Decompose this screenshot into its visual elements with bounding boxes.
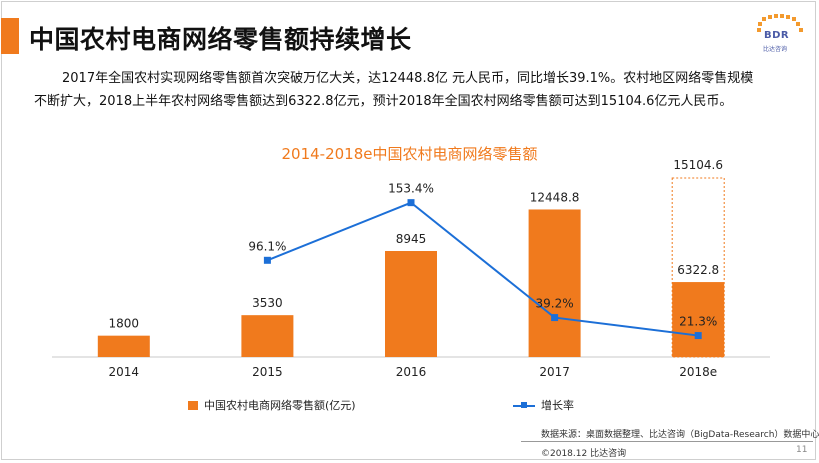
legend-item-bars: 中国农村电商网络零售额(亿元) — [188, 397, 356, 413]
page-number: 11 — [796, 445, 808, 455]
growth-point — [407, 199, 415, 207]
bar — [241, 315, 294, 357]
bar-value-label: 12448.8 — [530, 190, 580, 204]
x-tick-label: 2018e — [679, 365, 717, 379]
growth-line — [267, 201, 699, 337]
growth-point — [694, 332, 702, 340]
bar — [672, 282, 725, 357]
x-tick-label: 2014 — [109, 365, 140, 379]
paragraph-line-2: 不断扩大，2018上半年农村网络零售额达到6322.8亿元，预计2018年全国农… — [34, 94, 733, 109]
bar-value-label: 3530 — [252, 296, 283, 310]
growth-point — [263, 256, 271, 264]
footer-divider — [521, 441, 813, 442]
growth-label: 153.4% — [388, 182, 434, 196]
legend-bars-label: 中国农村电商网络零售额(亿元) — [204, 399, 356, 412]
copyright-text: ©2018.12 比达咨询 — [541, 449, 627, 459]
legend-line-swatch — [513, 401, 535, 410]
bar — [528, 209, 581, 357]
growth-label: 21.3% — [679, 315, 717, 329]
legend-item-line: 增长率 — [513, 397, 574, 413]
data-source-note: 数据来源：桌面数据整理、比达咨询（BigData-Research）数据中心 — [541, 430, 819, 440]
chart-title: 2014-2018e中国农村电商网络零售额 — [281, 145, 538, 163]
bar-value-label: 8945 — [396, 232, 427, 246]
slide-title: 中国农村电商网络零售额持续增长 — [29, 25, 412, 54]
logo-subtext: 比达咨询 — [763, 46, 788, 53]
x-tick-label: 2015 — [252, 365, 283, 379]
forecast-label: 15104.6 — [673, 158, 723, 172]
legend-line-label: 增长率 — [541, 399, 574, 412]
summary-paragraph: 2017年全国农村实现网络零售额首次突破万亿大关，达12448.8亿 元人民币，… — [34, 67, 794, 113]
title-accent-bar — [1, 18, 19, 54]
x-tick-label: 2017 — [539, 365, 570, 379]
bar-value-label: 1800 — [109, 317, 140, 331]
growth-point — [551, 314, 559, 322]
bar — [385, 250, 437, 357]
logo-text: BDR — [764, 30, 790, 41]
paragraph-line-1: 2017年全国农村实现网络零售额首次突破万亿大关，达12448.8亿 元人民币，… — [62, 71, 754, 86]
growth-label: 39.2% — [536, 297, 574, 311]
growth-label: 96.1% — [248, 239, 286, 253]
legend-bar-swatch — [188, 400, 198, 410]
x-tick-label: 2016 — [396, 365, 427, 379]
bdr-logo-icon — [757, 14, 803, 32]
bar — [97, 335, 150, 357]
bar-value-label: 6322.8 — [677, 263, 719, 277]
